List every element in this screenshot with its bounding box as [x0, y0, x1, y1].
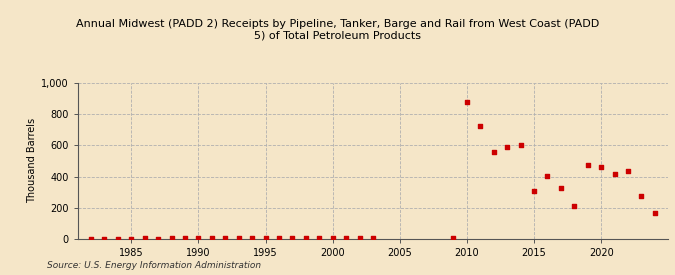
Point [475, 124, 486, 129]
Point [448, 235, 459, 240]
Point [596, 165, 607, 169]
Point [556, 186, 566, 191]
Point [542, 174, 553, 178]
Point [368, 236, 379, 240]
Point [649, 211, 660, 216]
Point [273, 236, 284, 241]
Point [99, 236, 110, 241]
Point [234, 236, 244, 241]
Point [153, 236, 163, 241]
Point [529, 188, 539, 193]
Point [609, 172, 620, 176]
Point [636, 194, 647, 198]
Point [180, 236, 190, 241]
Point [260, 236, 271, 241]
Point [488, 150, 499, 155]
Point [462, 100, 472, 104]
Point [300, 236, 311, 241]
Point [86, 236, 97, 241]
Point [569, 204, 580, 208]
Point [139, 236, 150, 241]
Point [583, 163, 593, 167]
Point [341, 235, 352, 240]
Point [515, 143, 526, 147]
Point [220, 236, 231, 241]
Text: Source: U.S. Energy Information Administration: Source: U.S. Energy Information Administ… [47, 260, 261, 270]
Point [314, 236, 325, 241]
Point [193, 236, 204, 240]
Point [327, 236, 338, 241]
Point [622, 169, 633, 173]
Point [126, 236, 137, 241]
Point [207, 236, 217, 241]
Point [354, 235, 365, 240]
Point [287, 236, 298, 241]
Point [166, 236, 177, 241]
Point [113, 236, 124, 241]
Point [502, 145, 512, 149]
Text: Annual Midwest (PADD 2) Receipts by Pipeline, Tanker, Barge and Rail from West C: Annual Midwest (PADD 2) Receipts by Pipe… [76, 19, 599, 41]
Y-axis label: Thousand Barrels: Thousand Barrels [27, 118, 37, 204]
Point [247, 236, 258, 241]
